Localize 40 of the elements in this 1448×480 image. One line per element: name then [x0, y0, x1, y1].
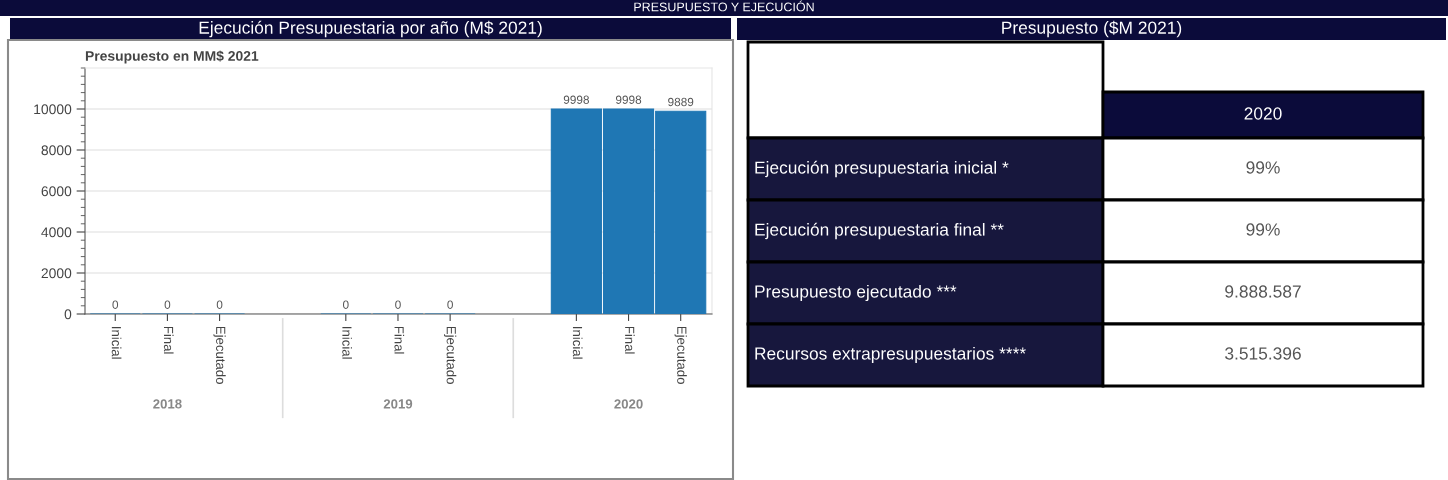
- x-tick-label: Final: [625, 326, 635, 354]
- data-label: 9998: [563, 95, 589, 104]
- y-tick-label: 6000: [41, 186, 72, 197]
- x-tick-label: Ejecutado: [674, 326, 687, 384]
- category-label: Presupuesto ejecutado ***: [755, 284, 957, 302]
- text: 9.888.587: [1225, 285, 1301, 298]
- data-label: 0: [216, 300, 223, 309]
- x-tick-label: Inicial: [342, 327, 352, 359]
- text: Presupuesto ($M 2021): [1002, 20, 1182, 38]
- data-label: 0: [112, 300, 119, 309]
- text: 3.515.396: [1225, 347, 1301, 360]
- data-label: 0: [447, 300, 453, 309]
- x-tick-label: Inicial: [111, 327, 122, 359]
- data-label: 0: [342, 300, 349, 309]
- category-label: Recursos extrapresupuestarios ****: [755, 346, 1026, 364]
- x-tick-label: Final: [394, 326, 405, 354]
- x-tick-label: Ejecutado: [213, 326, 226, 384]
- y-tick-label: 2000: [41, 268, 72, 279]
- chart-subtitle: Presupuesto en MM$ 2021: [85, 50, 259, 64]
- category-label: Ejecución presupuestaria inicial *: [755, 160, 1009, 178]
- data-label: 9889: [668, 97, 694, 107]
- x-tick-label: Inicial: [572, 327, 583, 359]
- y-tick-label: 0: [64, 309, 72, 320]
- text: 2018: [153, 399, 182, 409]
- category-label: 2020: [1244, 107, 1282, 120]
- y-tick-label: 4000: [41, 227, 72, 238]
- text: 2020: [614, 399, 643, 409]
- data-label: 0: [395, 300, 401, 309]
- x-tick-label: Ejecutado: [443, 326, 457, 384]
- data-label: 0: [164, 300, 171, 309]
- y-tick-label: 10000: [34, 104, 72, 115]
- x-tick-label: Final: [163, 326, 174, 354]
- category-label: Ejecución presupuestaria final **: [755, 222, 1004, 240]
- y-tick-label: 8000: [41, 145, 72, 156]
- text: PRESUPUESTO Y EJECUCIÓN: [634, 0, 814, 12]
- text: 99%: [1246, 223, 1280, 236]
- data-label: 9998: [615, 95, 642, 104]
- text: 99%: [1246, 161, 1280, 174]
- chart-title: Ejecución Presupuestaria por año (M$ 2021): [199, 20, 542, 38]
- text: 2019: [383, 399, 413, 409]
